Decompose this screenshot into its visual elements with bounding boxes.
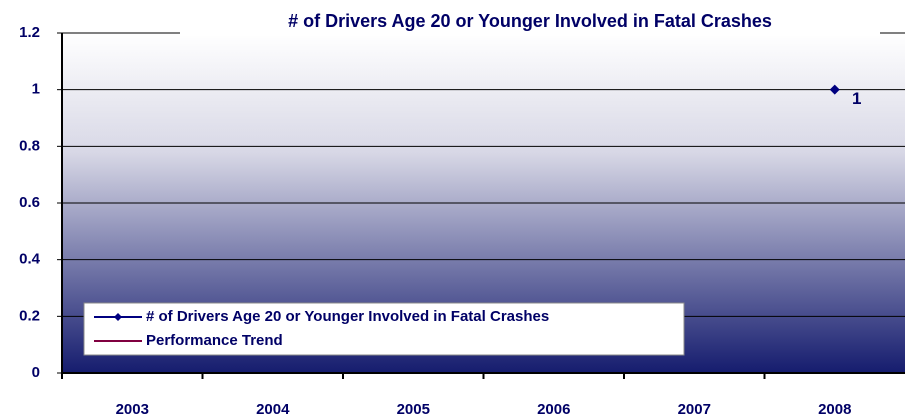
y-tick-label: 0.6 xyxy=(19,194,40,211)
data-label: 1 xyxy=(852,89,861,108)
data-point xyxy=(829,84,840,95)
y-tick-label: 0.2 xyxy=(19,307,40,324)
x-tick-label: 2004 xyxy=(256,401,290,414)
legend-box xyxy=(83,302,685,356)
y-tick-label: 1.2 xyxy=(19,24,40,41)
legend-label: Performance Trend xyxy=(146,332,283,349)
y-tick-label: 0.8 xyxy=(19,137,40,154)
y-tick-label: 0 xyxy=(32,364,40,381)
x-tick-label: 2006 xyxy=(537,401,570,414)
legend-label: # of Drivers Age 20 or Younger Involved … xyxy=(146,308,549,325)
y-tick-label: 0.4 xyxy=(19,251,41,268)
chart-title: # of Drivers Age 20 or Younger Involved … xyxy=(288,11,772,31)
x-tick-label: 2007 xyxy=(678,401,711,414)
legend-marker xyxy=(114,313,122,321)
x-tick-label: 2005 xyxy=(397,401,430,414)
x-tick-label: 2003 xyxy=(116,401,149,414)
title-bg xyxy=(180,10,880,36)
y-tick-label: 1 xyxy=(32,81,40,98)
x-tick-label: 2008 xyxy=(818,401,851,414)
